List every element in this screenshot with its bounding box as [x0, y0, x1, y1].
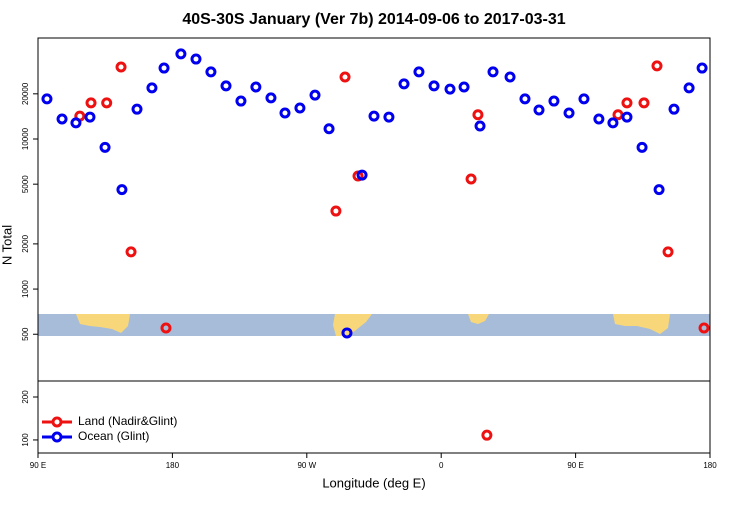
point: [146, 82, 158, 94]
point: [578, 93, 590, 105]
legend-marker: [51, 431, 63, 443]
point: [474, 120, 486, 132]
lower-frame: [37, 380, 711, 454]
y-tick-label: 100: [21, 433, 30, 447]
x-tick-label: 90 E: [567, 461, 583, 470]
point: [651, 60, 663, 72]
point: [368, 110, 380, 122]
point: [339, 71, 351, 83]
point: [84, 111, 96, 123]
x-tick-label: 180: [703, 461, 717, 470]
point: [41, 93, 53, 105]
point: [621, 111, 633, 123]
point: [330, 205, 342, 217]
point: [323, 123, 335, 135]
point: [235, 95, 247, 107]
x-tick-label: 90 E: [30, 461, 46, 470]
point: [125, 246, 137, 258]
point: [548, 95, 560, 107]
x-tick-label: 0: [439, 461, 444, 470]
legend-label: Land (Nadir&Glint): [78, 414, 177, 428]
point: [472, 109, 484, 121]
point: [593, 113, 605, 125]
point: [115, 61, 127, 73]
point: [653, 184, 665, 196]
map-land: [76, 314, 130, 333]
point: [131, 103, 143, 115]
map-ocean: [38, 314, 710, 336]
point: [487, 66, 499, 78]
point: [621, 97, 633, 109]
x-tick-label: 90 W: [297, 461, 316, 470]
point: [160, 322, 172, 334]
point: [341, 327, 353, 339]
point: [56, 113, 68, 125]
point: [383, 111, 395, 123]
point: [428, 80, 440, 92]
point: [458, 81, 470, 93]
point: [190, 53, 202, 65]
point: [205, 66, 217, 78]
point: [444, 83, 456, 95]
point: [85, 97, 97, 109]
point: [116, 184, 128, 196]
point: [265, 92, 277, 104]
point: [698, 322, 710, 334]
chart-title: 40S-30S January (Ver 7b) 2014-09-06 to 2…: [182, 11, 565, 28]
x-axis-label: Longitude (deg E): [322, 475, 425, 490]
point: [504, 71, 516, 83]
point: [607, 117, 619, 129]
point: [413, 66, 425, 78]
point: [638, 97, 650, 109]
point: [668, 103, 680, 115]
legend-marker: [51, 416, 63, 428]
point: [309, 89, 321, 101]
point: [612, 109, 624, 121]
y-tick-label: 10000: [21, 127, 30, 150]
y-tick-label: 2000: [21, 234, 30, 252]
point: [465, 173, 477, 185]
map-land: [613, 314, 670, 334]
point: [175, 48, 187, 60]
point: [481, 429, 493, 441]
point: [662, 246, 674, 258]
point: [356, 169, 368, 181]
point: [70, 117, 82, 129]
point: [683, 82, 695, 94]
point: [99, 141, 111, 153]
y-axis-label: N Total: [0, 225, 14, 265]
point: [158, 62, 170, 74]
point: [636, 141, 648, 153]
point: [696, 62, 708, 74]
y-tick-label: 1000: [21, 280, 30, 298]
point: [398, 78, 410, 90]
y-tick-label: 5000: [21, 175, 30, 193]
legend-label: Ocean (Glint): [78, 429, 149, 443]
y-tick-label: 20000: [21, 82, 30, 105]
point: [101, 97, 113, 109]
point: [519, 93, 531, 105]
point: [250, 81, 262, 93]
point: [563, 107, 575, 119]
map-land: [468, 314, 489, 324]
point: [533, 104, 545, 116]
point: [294, 102, 306, 114]
y-tick-label: 500: [21, 327, 30, 341]
point: [279, 107, 291, 119]
y-tick-label: 200: [21, 390, 30, 404]
point: [220, 80, 232, 92]
x-tick-label: 180: [166, 461, 180, 470]
